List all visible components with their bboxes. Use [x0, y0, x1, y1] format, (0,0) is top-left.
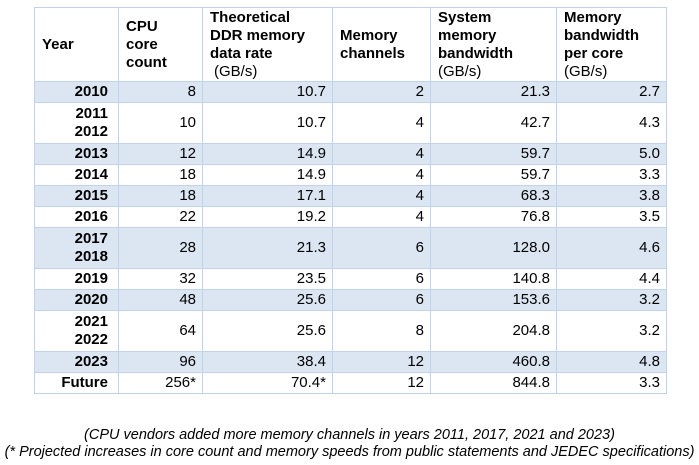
cell-ddr-rate: 14.9	[202, 143, 333, 165]
cell-memory-channels: 12	[332, 351, 431, 373]
cell-cpu-cores: 8	[118, 81, 203, 103]
cell-bandwidth-per-core: 3.3	[556, 164, 667, 186]
cell-cpu-cores: 96	[118, 351, 203, 373]
cell-bandwidth-per-core: 3.8	[556, 185, 667, 207]
cell-system-bandwidth: 153.6	[430, 289, 557, 311]
cell-memory-channels: 4	[332, 102, 431, 144]
cell-memory-channels: 8	[332, 310, 431, 352]
cell-year: 2015	[34, 185, 119, 207]
table-row: 2011 2012 10 10.7 4 42.7 4.3	[34, 102, 667, 144]
cell-bandwidth-per-core: 3.5	[556, 206, 667, 228]
cell-ddr-rate: 25.6	[202, 289, 333, 311]
cell-ddr-rate: 10.7	[202, 102, 333, 144]
table-header-row: Year CPU core count Theoretical DDR memo…	[34, 7, 667, 82]
header-cpu-core-count: CPU core count	[118, 7, 203, 82]
table-row: 2017 2018 28 21.3 6 128.0 4.6	[34, 227, 667, 269]
cell-ddr-rate: 23.5	[202, 268, 333, 290]
header-memory-channels: Memory channels	[332, 7, 431, 82]
cell-bandwidth-per-core: 3.3	[556, 372, 667, 394]
table-row: 2020 48 25.6 6 153.6 3.2	[34, 289, 667, 311]
cell-bandwidth-per-core: 4.8	[556, 351, 667, 373]
cell-year: 2013	[34, 143, 119, 165]
cell-year: 2017 2018	[34, 227, 119, 269]
header-ddr-unit: (GB/s)	[214, 62, 258, 80]
table-row: Future 256* 70.4* 12 844.8 3.3	[34, 372, 667, 394]
cell-bandwidth-per-core: 5.0	[556, 143, 667, 165]
cell-cpu-cores: 18	[118, 185, 203, 207]
cell-memory-channels: 4	[332, 185, 431, 207]
cell-system-bandwidth: 42.7	[430, 102, 557, 144]
cell-ddr-rate: 14.9	[202, 164, 333, 186]
table-row: 2010 8 10.7 2 21.3 2.7	[34, 81, 667, 103]
cell-system-bandwidth: 204.8	[430, 310, 557, 352]
cell-ddr-rate: 70.4*	[202, 372, 333, 394]
cell-memory-channels: 6	[332, 289, 431, 311]
cell-year: 2021 2022	[34, 310, 119, 352]
table-row: 2023 96 38.4 12 460.8 4.8	[34, 351, 667, 373]
cell-bandwidth-per-core: 2.7	[556, 81, 667, 103]
table-row: 2013 12 14.9 4 59.7 5.0	[34, 143, 667, 165]
header-system-bw-unit: (GB/s)	[438, 62, 482, 80]
cell-system-bandwidth: 59.7	[430, 143, 557, 165]
cell-year: 2011 2012	[34, 102, 119, 144]
cell-system-bandwidth: 68.3	[430, 185, 557, 207]
cell-memory-channels: 2	[332, 81, 431, 103]
cell-year: 2019	[34, 268, 119, 290]
header-bw-per-core-unit: (GB/s)	[564, 62, 608, 80]
cell-cpu-cores: 32	[118, 268, 203, 290]
cell-cpu-cores: 12	[118, 143, 203, 165]
cell-year: 2014	[34, 164, 119, 186]
table-body: 2010 8 10.7 2 21.3 2.7 2011 2012 10 10.7 4 42.7 4.3 2…	[34, 81, 667, 394]
cell-year: 2023	[34, 351, 119, 373]
cell-ddr-rate: 38.4	[202, 351, 333, 373]
table-row: 2015 18 17.1 4 68.3 3.8	[34, 185, 667, 207]
table-row: 2014 18 14.9 4 59.7 3.3	[34, 164, 667, 186]
cell-bandwidth-per-core: 4.6	[556, 227, 667, 269]
cell-memory-channels: 4	[332, 143, 431, 165]
cell-cpu-cores: 18	[118, 164, 203, 186]
cell-year: 2020	[34, 289, 119, 311]
cell-bandwidth-per-core: 3.2	[556, 289, 667, 311]
cell-cpu-cores: 10	[118, 102, 203, 144]
cell-memory-channels: 6	[332, 227, 431, 269]
cell-bandwidth-per-core: 4.4	[556, 268, 667, 290]
header-year: Year	[34, 7, 119, 82]
cell-year: Future	[34, 372, 119, 394]
cell-ddr-rate: 25.6	[202, 310, 333, 352]
cell-system-bandwidth: 21.3	[430, 81, 557, 103]
cell-ddr-rate: 21.3	[202, 227, 333, 269]
header-ddr-data-rate: Theoretical DDR memory data rate (GB/s)	[202, 7, 333, 82]
cell-cpu-cores: 28	[118, 227, 203, 269]
cell-cpu-cores: 64	[118, 310, 203, 352]
cell-system-bandwidth: 76.8	[430, 206, 557, 228]
memory-bandwidth-table: Year CPU core count Theoretical DDR memo…	[34, 7, 667, 394]
bandwidth-table-container: Year CPU core count Theoretical DDR memo…	[34, 7, 667, 394]
cell-memory-channels: 4	[332, 164, 431, 186]
cell-cpu-cores: 22	[118, 206, 203, 228]
cell-year: 2016	[34, 206, 119, 228]
table-row: 2016 22 19.2 4 76.8 3.5	[34, 206, 667, 228]
header-system-bandwidth: System memory bandwidth (GB/s)	[430, 7, 557, 82]
cell-bandwidth-per-core: 3.2	[556, 310, 667, 352]
cell-year: 2010	[34, 81, 119, 103]
cell-memory-channels: 6	[332, 268, 431, 290]
footnote-projection: (* Projected increases in core count and…	[4, 444, 695, 460]
cell-ddr-rate: 19.2	[202, 206, 333, 228]
cell-system-bandwidth: 128.0	[430, 227, 557, 269]
table-row: 2021 2022 64 25.6 8 204.8 3.2	[34, 310, 667, 352]
cell-system-bandwidth: 460.8	[430, 351, 557, 373]
cell-ddr-rate: 17.1	[202, 185, 333, 207]
cell-system-bandwidth: 844.8	[430, 372, 557, 394]
cell-system-bandwidth: 59.7	[430, 164, 557, 186]
cell-cpu-cores: 256*	[118, 372, 203, 394]
cell-memory-channels: 12	[332, 372, 431, 394]
cell-memory-channels: 4	[332, 206, 431, 228]
cell-system-bandwidth: 140.8	[430, 268, 557, 290]
header-bandwidth-per-core: Memory bandwidth per core (GB/s)	[556, 7, 667, 82]
cell-cpu-cores: 48	[118, 289, 203, 311]
footnote-channels: (CPU vendors added more memory channels …	[84, 427, 615, 443]
table-row: 2019 32 23.5 6 140.8 4.4	[34, 268, 667, 290]
cell-bandwidth-per-core: 4.3	[556, 102, 667, 144]
cell-ddr-rate: 10.7	[202, 81, 333, 103]
